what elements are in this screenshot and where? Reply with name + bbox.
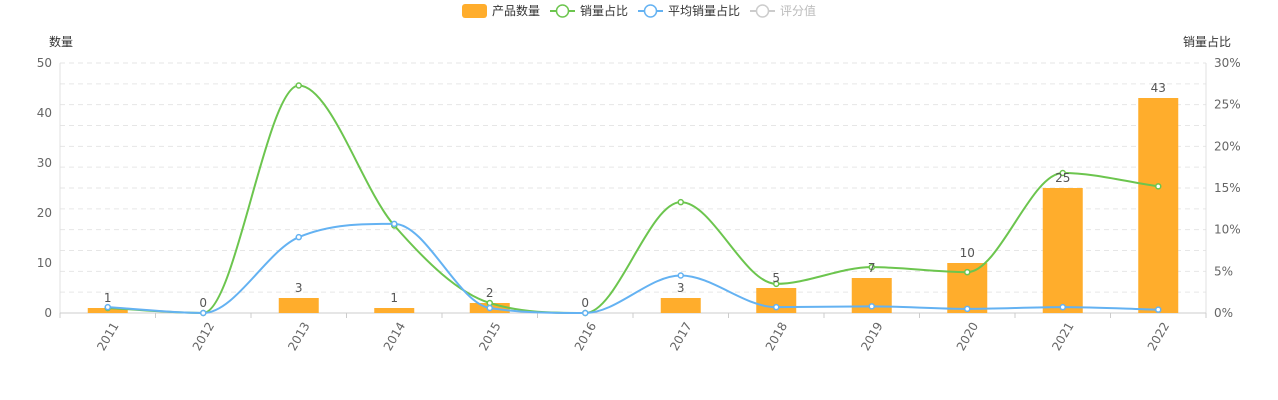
- series-point: [1059, 303, 1066, 311]
- series-point: [295, 82, 302, 89]
- legend-item-label: 产品数量: [492, 3, 540, 18]
- bar: [1138, 98, 1179, 313]
- bar-data-label: 0: [199, 296, 207, 310]
- y-axis-right-tick-label: 20%: [1214, 139, 1241, 153]
- y-axis-right-tick-label: 5%: [1214, 264, 1233, 278]
- series-point: [104, 303, 111, 311]
- series-point: [773, 280, 780, 288]
- legend-item-label: 平均销量占比: [668, 3, 740, 18]
- bar-data-label: 10: [960, 246, 975, 260]
- bar-data-label: 0: [581, 296, 589, 310]
- series-point: [868, 263, 875, 271]
- x-axis-tick-label: 2012: [190, 320, 217, 353]
- bar-data-label: 1: [390, 291, 398, 305]
- legend-item-icon: [462, 4, 487, 18]
- grid-lines: [60, 62, 1206, 314]
- legend-item-icon: [555, 4, 570, 18]
- series-point: [868, 303, 875, 310]
- bar-data-label: 3: [295, 281, 303, 295]
- legend[interactable]: 产品数量 销量占比 平均销量占比 评分值: [462, 3, 816, 18]
- y-axis-right-tick-label: 0%: [1214, 306, 1233, 320]
- x-axis-tick-label: 2018: [763, 320, 790, 353]
- legend-item-label: 评分值: [780, 3, 816, 18]
- y-axis-left-name: 数量: [49, 34, 73, 49]
- legend-item-label: 销量占比: [580, 3, 628, 18]
- y-axis-right-tick-label: 15%: [1214, 181, 1241, 195]
- bar-data-label: 25: [1055, 171, 1070, 185]
- series-point: [582, 309, 589, 317]
- y-axis-left-tick-label: 40: [37, 106, 52, 120]
- y-axis-left-tick-label: 20: [37, 206, 52, 220]
- x-axis-tick-label: 2016: [572, 320, 599, 353]
- legend-item-icon: [643, 4, 658, 18]
- series-point: [964, 268, 971, 276]
- x-axis-tick-label: 2017: [667, 320, 694, 353]
- series-point: [1155, 306, 1162, 313]
- bar: [374, 308, 415, 313]
- series-point: [1059, 169, 1066, 177]
- x-axis-tick-label: 2011: [94, 320, 121, 353]
- y-axis-left-tick-label: 50: [37, 56, 52, 70]
- series-line: [107, 84, 1159, 315]
- x-axis-tick-label: 2021: [1049, 320, 1076, 353]
- series-point: [486, 304, 493, 312]
- series-point: [1155, 183, 1162, 190]
- bar-data-label: 7: [868, 261, 876, 275]
- x-axis-tick-label: 2022: [1145, 320, 1172, 353]
- y-axis-left-tick-label: 10: [37, 256, 52, 270]
- bar: [660, 298, 701, 313]
- series-point: [677, 272, 684, 279]
- bar-data-label: 1: [104, 291, 112, 305]
- series-point: [773, 303, 780, 311]
- y-axis-right-tick-label: 10%: [1214, 223, 1241, 237]
- series-point: [677, 198, 684, 206]
- series-point: [295, 233, 302, 241]
- line-series: [104, 82, 1162, 317]
- series-point: [964, 305, 971, 313]
- x-axis-tick-label: 2015: [476, 320, 503, 353]
- bar-data-label: 2: [486, 286, 494, 300]
- series-line: [107, 222, 1159, 315]
- x-axis-tick-label: 2014: [381, 320, 408, 353]
- y-axis-left-tick-label: 0: [44, 306, 52, 320]
- y-axis-right-name: 销量占比: [1183, 34, 1231, 49]
- bar-data-label: 3: [677, 281, 685, 295]
- series-point: [200, 309, 207, 317]
- bar: [1042, 188, 1083, 313]
- y-axis-left-tick-label: 30: [37, 156, 52, 170]
- x-axis-tick-label: 2019: [858, 320, 885, 353]
- y-axis-right-tick-label: 25%: [1214, 98, 1241, 112]
- y-axis-right-tick-label: 30%: [1214, 56, 1241, 70]
- x-axis-tick-label: 2020: [954, 320, 981, 353]
- bar-data-label: 43: [1151, 81, 1166, 95]
- bar-data-label: 5: [772, 271, 780, 285]
- series-point: [391, 220, 398, 228]
- legend-item-icon: [755, 4, 770, 18]
- x-axis-tick-label: 2013: [285, 320, 312, 353]
- bar: [278, 298, 319, 313]
